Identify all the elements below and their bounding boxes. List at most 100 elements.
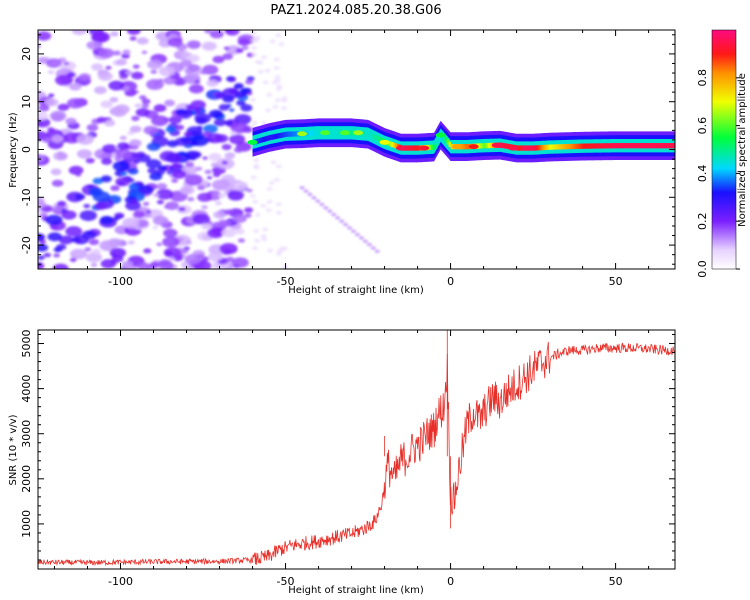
ridge-core (292, 131, 295, 137)
spectrogram-cell (58, 235, 74, 245)
spectrogram-cell (175, 124, 185, 131)
ridge-core (595, 143, 598, 149)
ridge-core (654, 143, 658, 149)
ridge-core (258, 137, 261, 144)
spectrogram-cell (108, 80, 125, 91)
spectrogram-cell (209, 30, 224, 39)
ridge-core (585, 143, 588, 149)
snr-data (38, 330, 675, 567)
ridge-core (656, 143, 659, 149)
spectrogram-cell (156, 188, 174, 200)
spectrogram-cell (254, 238, 261, 243)
snr-ylabel: SNR (10 * v/v) (8, 414, 19, 485)
y-tick-label: 3000 (20, 420, 33, 448)
ridge-core (502, 142, 505, 149)
colorbar: 0.0 0.2 0.4 0.6 0.8 Normalized spectral ampl… (696, 29, 748, 278)
ridge-blob (521, 145, 532, 151)
ridge-core (648, 143, 652, 149)
spectrogram-cell (136, 37, 149, 45)
spectrogram-cell (224, 120, 234, 126)
spectrogram-cell (141, 50, 148, 55)
ridge-core (577, 143, 580, 149)
ridge-core (506, 143, 509, 149)
spectrogram-cell (187, 64, 200, 72)
spectrogram-cell (319, 202, 325, 206)
spectrogram-cell (311, 196, 317, 200)
ridge-core (620, 143, 624, 149)
spectrogram-cell (331, 213, 337, 217)
spectrogram-cell (50, 168, 62, 176)
spectrogram-cell (362, 239, 368, 243)
spectrogram-cell (236, 100, 246, 106)
spectrogram-cell (100, 175, 112, 183)
ridge-core (438, 136, 442, 142)
spectrogram-cell (173, 252, 183, 259)
spectrogram-cell (110, 31, 119, 37)
ridge-core (587, 143, 590, 149)
y-tick-label: 0 (20, 146, 33, 153)
ridge-core (282, 132, 285, 138)
colorbar-tick-label: 0.2 (696, 212, 709, 230)
ridge-core (537, 145, 541, 151)
ridge-core (450, 144, 454, 150)
spectrogram-cell (101, 157, 113, 165)
spectrogram-cell (43, 137, 53, 143)
spectrogram-cell (125, 71, 131, 75)
spectrogram-cell (146, 59, 163, 70)
spectrogram-cell (85, 252, 103, 263)
spectrogram-cell (240, 104, 253, 112)
spectrogram-cell (234, 83, 244, 89)
spectrogram-cell (374, 249, 380, 253)
spectrogram-cell (194, 113, 211, 124)
spectrogram-cell (150, 69, 158, 74)
ridge-core (563, 144, 566, 150)
spectrogram-cell (38, 255, 45, 260)
spectrogram-cell (114, 104, 130, 115)
spectrogram-cell (203, 124, 218, 134)
spectrogram-cell (184, 174, 203, 186)
spectrogram-cell (237, 38, 250, 46)
spectrogram-cell (204, 169, 212, 175)
spectrogram-cell (271, 80, 278, 85)
spectrogram-cell (208, 153, 222, 162)
ridge-core (284, 131, 287, 138)
spectrogram-cell (156, 242, 163, 247)
ridge-core (274, 133, 277, 140)
spectrogram-cell (50, 225, 58, 230)
ridge-core (531, 145, 535, 151)
spectrogram-cell (65, 117, 77, 125)
y-tick-label: 20 (20, 47, 33, 61)
spectrogram-cell (222, 53, 234, 60)
spectrogram-cell (201, 41, 218, 52)
spectrogram-cell (127, 240, 135, 245)
spectrogram-cell (99, 215, 114, 225)
spectrogram-data (38, 30, 675, 269)
spectrogram-cell (206, 133, 224, 144)
spectrogram-cell (143, 125, 159, 135)
spectrogram-cell (144, 213, 152, 218)
spectrogram-cell (213, 118, 227, 127)
spectrogram-cell (122, 49, 131, 55)
ridge-core (430, 144, 434, 150)
spectrogram-cell (264, 68, 271, 73)
ridge-core (434, 143, 438, 149)
ridge-core (268, 135, 271, 141)
spectrogram-cell (233, 147, 244, 153)
spectrogram-cell (81, 230, 97, 240)
spectrogram-cell (223, 46, 230, 50)
spectrogram-cell (222, 95, 234, 103)
spectrogram-cell (168, 116, 182, 124)
ridge-core (405, 145, 408, 151)
y-tick-label: 1000 (20, 510, 33, 538)
spectrogram-cell (335, 216, 341, 220)
ridge-core (264, 136, 267, 142)
spectrogram-cell (91, 63, 104, 71)
ridge-core (395, 143, 398, 149)
spectrogram-cell (71, 30, 88, 35)
spectrogram-cell (244, 213, 252, 218)
ridge-core (642, 143, 646, 149)
ridge-core (646, 143, 650, 149)
ridge-core (597, 143, 600, 149)
spectrogram-cell (265, 208, 272, 213)
spectrogram-cell (251, 52, 258, 57)
